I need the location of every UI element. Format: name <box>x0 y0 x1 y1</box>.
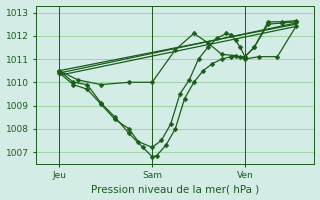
X-axis label: Pression niveau de la mer( hPa ): Pression niveau de la mer( hPa ) <box>91 184 260 194</box>
